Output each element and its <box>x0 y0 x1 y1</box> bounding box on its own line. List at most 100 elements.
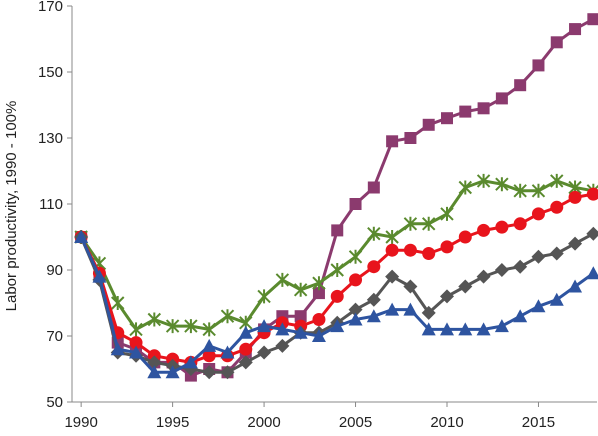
data-point <box>550 173 564 188</box>
data-point <box>220 365 235 380</box>
data-point <box>147 365 162 379</box>
data-point <box>477 223 491 237</box>
data-point <box>183 355 198 369</box>
data-point <box>220 309 235 324</box>
data-point <box>129 322 143 337</box>
x-tick-label: 2015 <box>522 414 555 431</box>
data-point <box>331 224 344 237</box>
data-point <box>385 230 399 244</box>
data-point <box>514 79 527 92</box>
y-tick-label: 70 <box>46 328 63 345</box>
data-point <box>147 312 162 327</box>
y-tick-label: 170 <box>38 0 63 15</box>
data-point <box>476 269 491 284</box>
x-tick-label: 2005 <box>339 414 372 431</box>
data-point <box>549 292 564 306</box>
data-point <box>422 247 436 260</box>
data-point <box>366 309 381 323</box>
series-line <box>79 179 594 331</box>
data-point <box>458 279 473 294</box>
data-point <box>494 263 509 277</box>
data-point <box>421 216 436 231</box>
data-point <box>312 276 326 291</box>
data-point <box>184 319 198 334</box>
data-point <box>586 187 598 201</box>
data-point <box>238 325 253 339</box>
y-tick-label: 110 <box>39 196 63 213</box>
data-point <box>403 302 418 316</box>
data-point <box>403 243 417 257</box>
data-point <box>367 260 381 274</box>
data-point <box>458 230 472 244</box>
data-point <box>111 296 125 310</box>
data-point <box>293 282 308 297</box>
data-point <box>531 207 545 221</box>
data-point <box>92 269 107 283</box>
data-point <box>513 183 527 198</box>
data-point <box>239 342 253 356</box>
data-point <box>386 135 399 148</box>
data-point <box>440 322 454 336</box>
data-point <box>294 310 307 323</box>
x-tick-label: 2000 <box>247 414 280 431</box>
data-point <box>330 319 345 333</box>
data-point <box>532 59 545 72</box>
data-point <box>293 325 308 339</box>
data-point <box>385 269 400 284</box>
data-point <box>531 249 546 264</box>
data-point <box>330 263 344 277</box>
data-point <box>495 220 509 234</box>
data-point <box>165 365 180 379</box>
data-point <box>330 289 344 303</box>
data-point <box>147 355 162 370</box>
data-point <box>568 190 582 204</box>
data-point <box>422 118 435 131</box>
x-tick-label: 1990 <box>64 414 97 431</box>
data-point <box>550 200 564 214</box>
data-point <box>587 13 598 26</box>
data-point <box>494 319 509 333</box>
data-point <box>257 345 272 360</box>
data-point <box>165 319 180 334</box>
data-point <box>403 279 418 294</box>
data-point <box>238 355 253 370</box>
series-circle <box>74 187 598 369</box>
data-point <box>549 246 564 261</box>
data-point <box>202 365 217 380</box>
data-point <box>366 292 381 307</box>
data-point <box>312 287 325 300</box>
data-point <box>202 322 216 337</box>
data-point <box>440 240 454 254</box>
data-point <box>421 322 436 336</box>
data-point <box>586 266 598 280</box>
x-tick-label: 2010 <box>430 414 463 431</box>
data-point <box>348 249 363 264</box>
data-point <box>513 309 528 323</box>
data-point <box>74 230 89 243</box>
data-point <box>129 345 144 359</box>
data-point <box>220 345 235 359</box>
data-point <box>440 206 454 221</box>
data-point <box>421 305 436 320</box>
data-point <box>367 226 381 241</box>
data-point <box>202 338 217 352</box>
data-point <box>275 322 290 336</box>
data-point <box>568 236 583 251</box>
data-point <box>531 183 546 198</box>
data-point <box>257 319 272 333</box>
data-point <box>531 299 546 313</box>
y-tick-label: 50 <box>46 394 63 411</box>
data-point <box>312 313 326 326</box>
data-point <box>403 216 418 231</box>
data-point <box>349 273 363 287</box>
data-point <box>202 349 216 363</box>
data-point <box>568 279 583 293</box>
data-point <box>404 132 417 144</box>
data-point <box>275 272 290 287</box>
data-point <box>129 336 143 350</box>
y-tick-label: 90 <box>46 262 63 279</box>
data-point <box>477 102 490 115</box>
y-tick-label: 130 <box>38 130 63 147</box>
data-point <box>513 259 528 274</box>
